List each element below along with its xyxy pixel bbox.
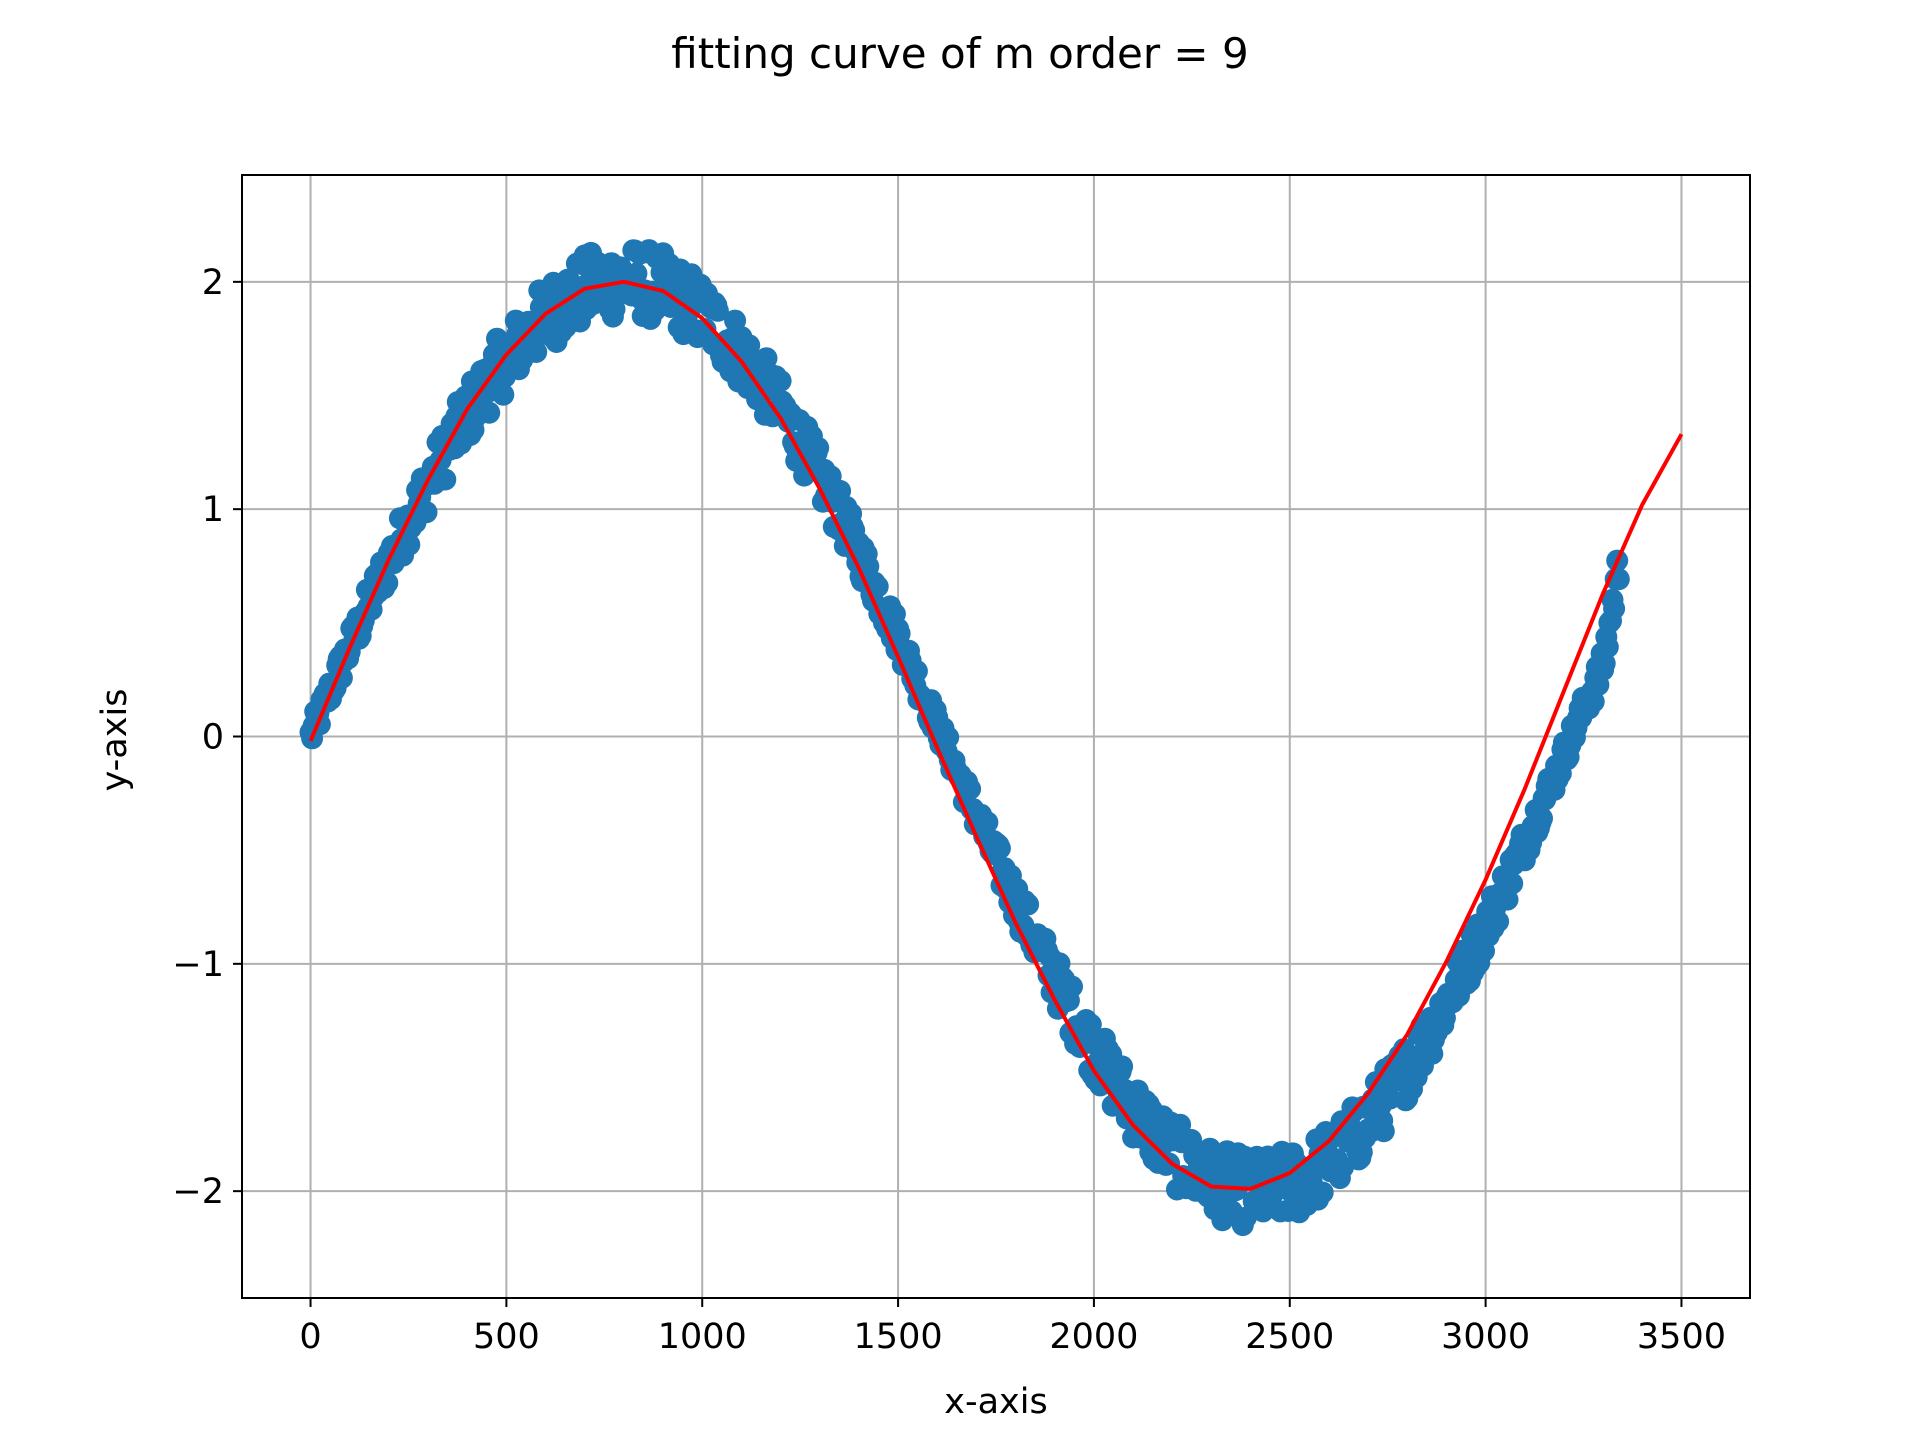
scatter-point <box>1531 807 1553 830</box>
scatter-point <box>398 533 421 556</box>
x-tick-label: 2000 <box>1049 1317 1138 1357</box>
grid-lines <box>242 175 1750 1298</box>
scatter-point <box>1061 975 1083 998</box>
scatter-point <box>525 341 548 363</box>
x-tick-label: 1500 <box>854 1317 943 1357</box>
scatter-point <box>1111 1055 1134 1078</box>
y-tick-label: 1 <box>202 490 224 530</box>
scatter-point <box>905 660 928 683</box>
fit-curve-line <box>308 279 1684 1191</box>
scatter-point <box>1372 1120 1395 1143</box>
scatter-point <box>1603 597 1626 620</box>
x-axis-ticks: 0 500 1000 1500 2000 2500 3000 3500 <box>299 1298 1726 1357</box>
y-tick-label: −1 <box>172 945 224 985</box>
scatter-point <box>492 383 515 406</box>
scatter-point <box>706 299 729 322</box>
scatter-point <box>1593 652 1616 675</box>
scatter-point <box>1017 893 1040 916</box>
x-tick-label: 500 <box>473 1317 540 1357</box>
chart-title: fitting curve of m order = 9 <box>671 29 1248 78</box>
scatter-point <box>1501 872 1524 895</box>
scatter-point <box>1079 1013 1102 1036</box>
scatter-point <box>1311 1181 1334 1204</box>
x-tick-label: 3000 <box>1441 1317 1530 1357</box>
y-tick-label: 0 <box>202 718 224 758</box>
scatter-point <box>1582 690 1605 713</box>
scatter-point <box>1596 636 1619 658</box>
y-axis-ticks: −2 −1 0 1 2 <box>172 263 242 1212</box>
scatter-point <box>807 436 830 459</box>
scatter-point <box>959 777 982 800</box>
y-axis-label: y-axis <box>95 689 135 792</box>
scatter-point <box>603 298 626 321</box>
scatter-point <box>1487 910 1510 933</box>
y-tick-label: 2 <box>202 263 224 303</box>
scatter-point <box>769 369 792 392</box>
scatter-point <box>976 811 999 834</box>
scatter-point <box>415 501 438 524</box>
scatter-point <box>937 726 960 749</box>
scatter-point <box>478 401 501 424</box>
x-tick-label: 3500 <box>1637 1317 1726 1357</box>
y-tick-label: −2 <box>172 1172 224 1212</box>
scatter-point <box>988 837 1011 860</box>
scatter-point <box>434 468 457 491</box>
scatter-point <box>866 575 889 598</box>
x-axis-label: x-axis <box>944 1382 1047 1422</box>
x-tick-label: 2500 <box>1245 1317 1334 1357</box>
fit-line-series <box>308 279 1684 1191</box>
x-tick-label: 0 <box>299 1317 321 1357</box>
x-tick-label: 1000 <box>658 1317 747 1357</box>
scatter-point <box>1169 1113 1192 1136</box>
